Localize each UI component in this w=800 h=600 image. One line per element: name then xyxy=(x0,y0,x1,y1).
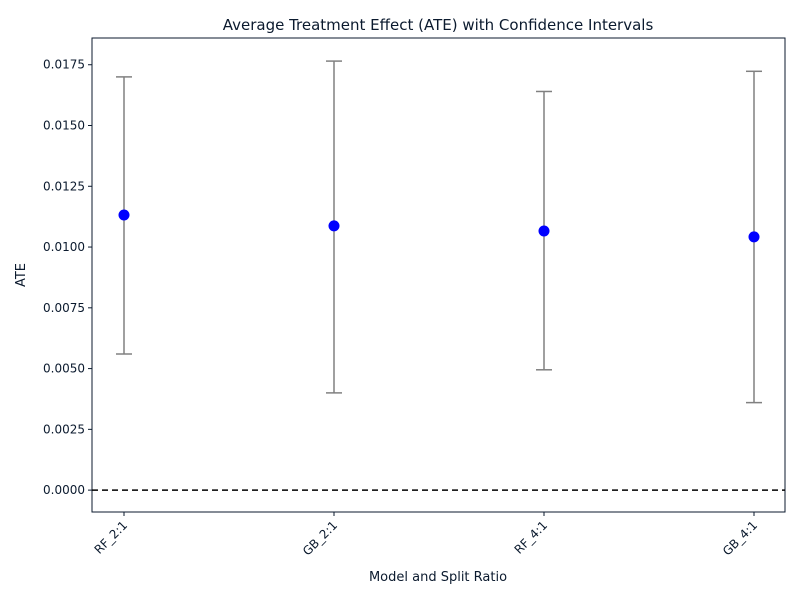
x-tick-label: GB_2:1 xyxy=(300,518,340,558)
data-point xyxy=(748,231,760,243)
y-tick-label: 0.0125 xyxy=(43,179,85,193)
y-tick-label: 0.0175 xyxy=(43,58,85,72)
chart-title: Average Treatment Effect (ATE) with Conf… xyxy=(223,16,654,34)
y-tick-label: 0.0000 xyxy=(43,483,85,497)
plot-area: 0.0000 0.0025 0.0050 0.0075 0.0100 0.0125 0.01… xyxy=(43,37,786,558)
plot-frame xyxy=(91,37,786,513)
y-tick-label: 0.0150 xyxy=(43,119,85,133)
x-tick-label: RF_2:1 xyxy=(92,518,131,557)
x-axis-label: Model and Split Ratio xyxy=(369,570,507,585)
y-tick-label: 0.0075 xyxy=(43,301,85,315)
data-point xyxy=(328,220,340,232)
data-point xyxy=(118,209,130,221)
x-tick-label: RF_4:1 xyxy=(512,518,551,557)
data-point xyxy=(538,225,550,237)
y-axis-label: ATE xyxy=(14,263,29,287)
x-tick-label: GB_4:1 xyxy=(720,518,760,558)
y-tick-label: 0.0100 xyxy=(43,240,85,254)
y-tick-label: 0.0025 xyxy=(43,422,85,436)
y-tick-label: 0.0050 xyxy=(43,362,85,376)
